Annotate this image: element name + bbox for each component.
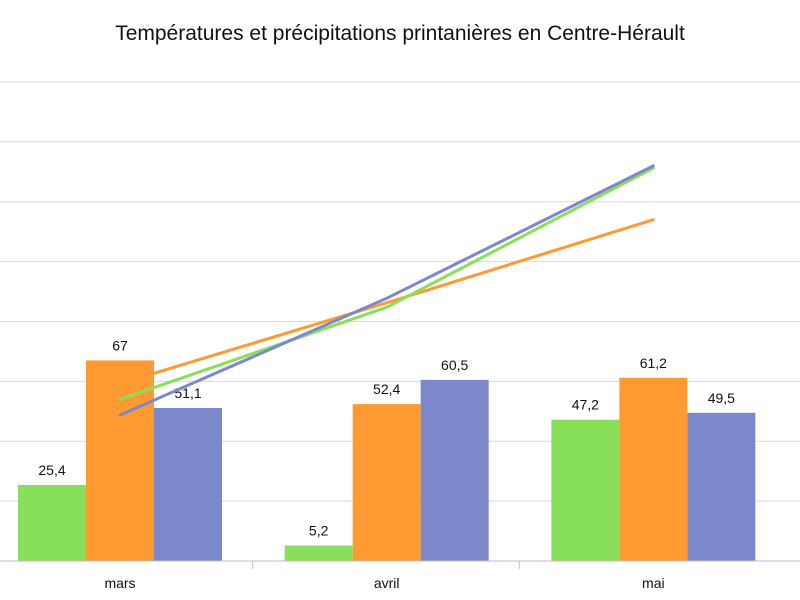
bar-value-label: 25,4 [38, 462, 65, 478]
bar-value-label: 67 [112, 337, 128, 353]
bar-value-label: 60,5 [441, 357, 468, 373]
bar [86, 360, 154, 561]
series-line [118, 218, 655, 386]
bar [551, 419, 620, 561]
trend-lines [118, 164, 655, 417]
bar [687, 412, 756, 561]
bars [18, 360, 756, 561]
x-tick-label: mai [642, 575, 665, 591]
bar-value-label: 61,2 [640, 355, 667, 371]
bar-value-label: 49,5 [708, 390, 735, 406]
bar [18, 484, 86, 561]
bar [154, 408, 222, 561]
bar-value-label: 52,4 [373, 381, 400, 397]
series-line [118, 164, 655, 417]
bar-value-label: 5,2 [309, 522, 329, 538]
bar-value-label: 47,2 [572, 397, 599, 413]
bar [420, 379, 489, 561]
x-tick-label: avril [374, 575, 400, 591]
bar-value-label: 51,1 [174, 385, 201, 401]
bar [619, 377, 688, 561]
x-axis: mars avril mai [0, 560, 800, 591]
x-tick-label: mars [104, 575, 135, 591]
chart-title: Températures et précipitations printaniè… [115, 22, 685, 45]
bar [284, 545, 353, 561]
series-line [118, 166, 655, 401]
bar [352, 404, 421, 561]
